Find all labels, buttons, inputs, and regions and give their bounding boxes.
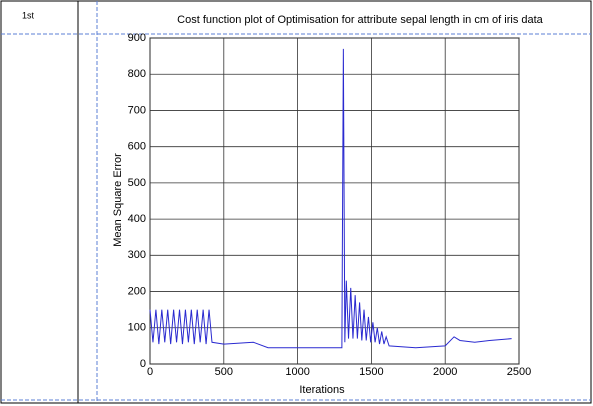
y-tick-label: 700 xyxy=(128,104,146,116)
chart-title: Cost function plot of Optimisation for a… xyxy=(177,14,544,26)
x-tick-label: 1500 xyxy=(359,366,383,378)
row-label: 1st xyxy=(22,10,35,20)
y-tick-label: 800 xyxy=(128,68,146,80)
x-axis-label: Iterations xyxy=(299,384,345,396)
y-tick-label: 600 xyxy=(128,141,146,153)
plot-frame xyxy=(149,37,520,365)
line-series xyxy=(149,48,512,349)
x-tick-label: 2000 xyxy=(433,366,457,378)
y-tick-label: 0 xyxy=(140,358,146,370)
x-tick-label: 0 xyxy=(147,366,153,378)
y-tick-label: 500 xyxy=(128,177,146,189)
x-tick-label: 500 xyxy=(215,366,233,378)
y-axis-label: Mean Square Error xyxy=(112,153,124,247)
y-tick-label: 300 xyxy=(128,249,146,261)
x-tick-label: 1000 xyxy=(285,366,309,378)
y-tick-label: 200 xyxy=(128,285,146,297)
y-tick-label: 900 xyxy=(128,32,146,44)
y-tick-label: 400 xyxy=(128,213,146,225)
x-tick-label: 2500 xyxy=(507,366,531,378)
y-tick-label: 100 xyxy=(128,322,146,334)
